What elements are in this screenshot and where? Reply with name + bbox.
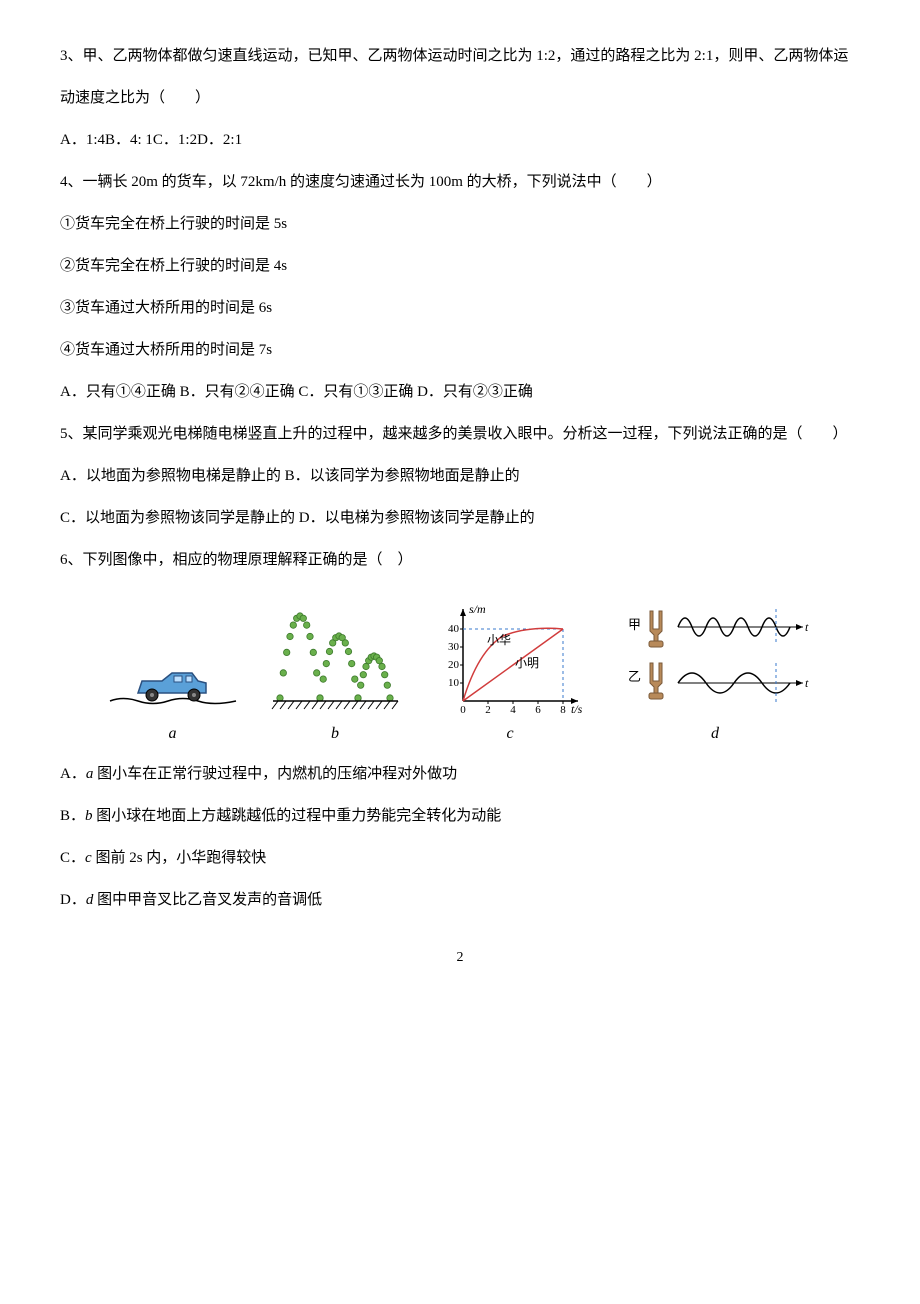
svg-text:10: 10 (448, 677, 460, 689)
q6-figures: a b s/m t/s (60, 601, 860, 743)
svg-text:30: 30 (448, 641, 460, 653)
q4-s3: ③货车通过大桥所用的时间是 6s (60, 287, 860, 329)
svg-text:t/s: t/s (571, 702, 583, 716)
q6-optD: D．d 图中甲音叉比乙音叉发声的音调低 (60, 879, 860, 921)
q6-optD-pre: D． (60, 892, 86, 908)
svg-text:2: 2 (485, 704, 491, 716)
q6-optC-post: 图前 2s 内，小华跑得较快 (92, 850, 267, 866)
svg-text:乙: 乙 (628, 669, 641, 684)
q6-optB-post: 图小球在地面上方越跳越低的过程中重力势能完全转化为动能 (93, 808, 502, 824)
q4-s1: ①货车完全在桥上行驶的时间是 5s (60, 203, 860, 245)
svg-text:s/m: s/m (469, 602, 486, 616)
q6-optD-post: 图中甲音叉比乙音叉发声的音调低 (93, 892, 322, 908)
figure-b: b (268, 606, 403, 743)
figure-c-label: c (506, 724, 513, 743)
svg-text:t: t (805, 676, 809, 690)
q4-stem: 4、一辆长 20m 的货车，以 72km/h 的速度匀速通过长为 100m 的大… (60, 161, 860, 203)
q3-stem: 3、甲、乙两物体都做匀速直线运动，已知甲、乙两物体运动时间之比为 1:2，通过的… (60, 35, 860, 119)
bouncing-ball-diagram (268, 606, 403, 716)
q6-optB-i: b (85, 808, 93, 824)
svg-text:小华: 小华 (487, 633, 511, 647)
q4-s4: ④货车通过大桥所用的时间是 7s (60, 329, 860, 371)
q6-optB: B．b 图小球在地面上方越跳越低的过程中重力势能完全转化为动能 (60, 795, 860, 837)
svg-text:40: 40 (448, 623, 460, 635)
figure-d-label: d (711, 724, 719, 743)
q6-optB-pre: B． (60, 808, 85, 824)
st-graph: s/m t/s 10 20 30 40 0 2 4 6 8 (433, 601, 588, 716)
figure-d: 甲 t 乙 t d (618, 601, 813, 743)
figure-c: s/m t/s 10 20 30 40 0 2 4 6 8 (433, 601, 588, 743)
q5-stem: 5、某同学乘观光电梯随电梯竖直上升的过程中，越来越多的美景收入眼中。分析这一过程… (60, 413, 860, 455)
waves-diagram: 甲 t 乙 t (618, 601, 813, 716)
figure-b-label: b (331, 724, 339, 743)
q4-s2: ②货车完全在桥上行驶的时间是 4s (60, 245, 860, 287)
car-diagram (108, 641, 238, 716)
svg-text:t: t (805, 620, 809, 634)
figure-a-label: a (169, 724, 177, 743)
svg-text:8: 8 (560, 704, 566, 716)
svg-text:小明: 小明 (515, 656, 539, 670)
svg-text:4: 4 (510, 704, 516, 716)
q6-optA-post: 图小车在正常行驶过程中，内燃机的压缩冲程对外做功 (93, 766, 457, 782)
q6-stem: 6、下列图像中，相应的物理原理解释正确的是（ ） (60, 539, 860, 581)
q5-line2: C．以地面为参照物该同学是静止的 D．以电梯为参照物该同学是静止的 (60, 497, 860, 539)
q6-optC: C．c 图前 2s 内，小华跑得较快 (60, 837, 860, 879)
q6-optA-pre: A． (60, 766, 86, 782)
q6-optC-i: c (85, 850, 92, 866)
q4-options: A．只有①④正确 B．只有②④正确 C．只有①③正确 D．只有②③正确 (60, 371, 860, 413)
figure-a: a (108, 641, 238, 743)
q5-line1: A．以地面为参照物电梯是静止的 B．以该同学为参照物地面是静止的 (60, 455, 860, 497)
svg-text:甲: 甲 (628, 617, 641, 632)
q6-optC-pre: C． (60, 850, 85, 866)
page-number: 2 (60, 951, 860, 965)
svg-text:6: 6 (535, 704, 541, 716)
q6-optA: A．a 图小车在正常行驶过程中，内燃机的压缩冲程对外做功 (60, 753, 860, 795)
q3-options: A．1:4B．4: 1C．1:2D．2:1 (60, 119, 860, 161)
svg-text:20: 20 (448, 659, 460, 671)
svg-text:0: 0 (460, 704, 466, 716)
